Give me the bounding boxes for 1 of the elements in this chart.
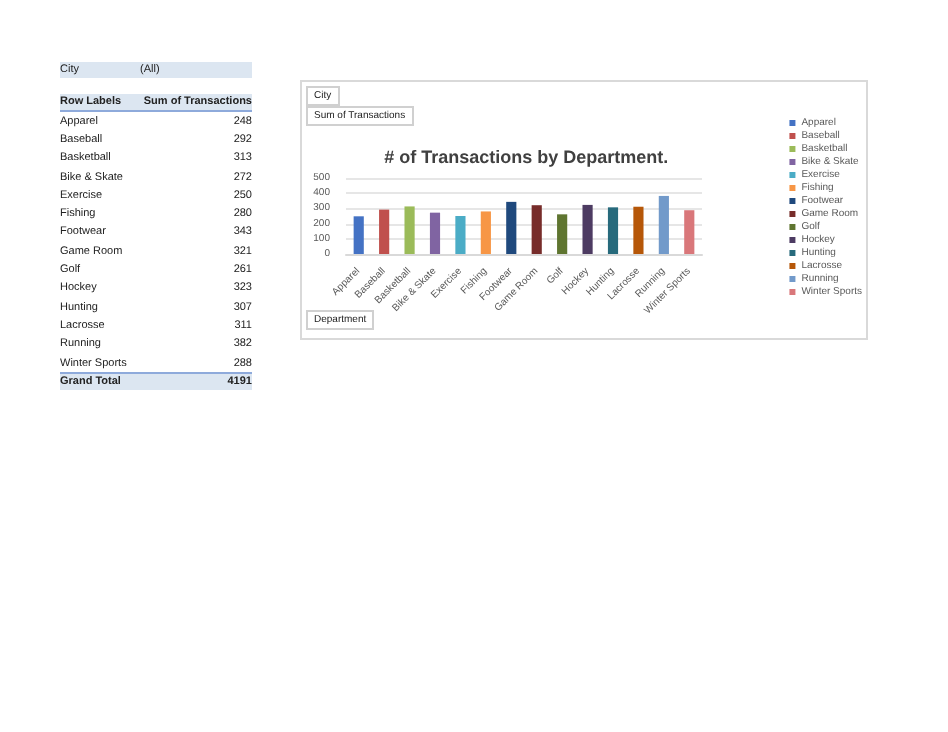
chart-title: # of Transactions by Department.	[384, 147, 669, 167]
